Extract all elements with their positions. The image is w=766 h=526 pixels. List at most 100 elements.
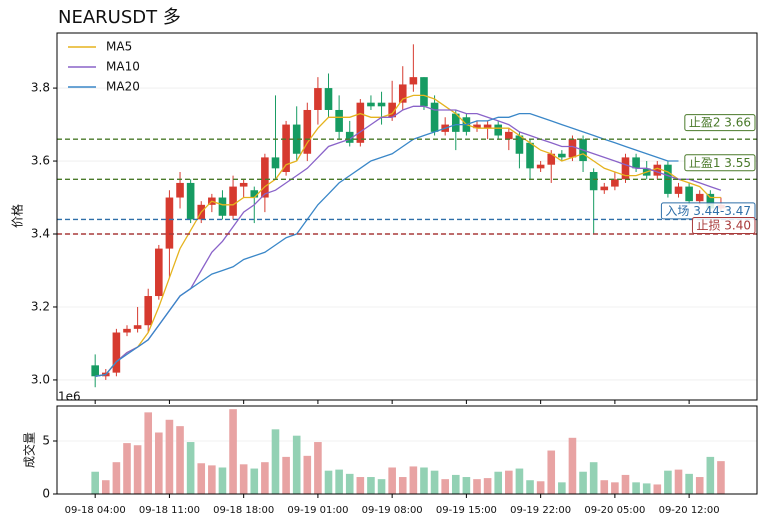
level-label: 止损 3.40	[696, 219, 751, 233]
volume-bar	[430, 470, 439, 494]
volume-bar	[208, 465, 216, 494]
volume-bar	[367, 477, 375, 494]
candle-body	[292, 124, 301, 154]
volume-bar	[664, 470, 672, 494]
volume-bar	[388, 467, 396, 494]
x-tick-label: 09-20 05:00	[584, 505, 645, 516]
volume-bar	[398, 477, 407, 494]
volume-bar	[717, 461, 725, 494]
y-tick-label: 3.4	[31, 227, 50, 241]
chart-title: NEARUSDT 多	[58, 7, 181, 28]
candle-body	[674, 186, 683, 194]
volume-bar	[558, 482, 566, 494]
candle-body	[218, 197, 227, 216]
legend-label: MA10	[106, 60, 140, 74]
ma-line	[95, 112, 679, 377]
volume-bar	[695, 477, 704, 494]
volume-bar	[250, 468, 259, 494]
volume-bar	[409, 466, 418, 494]
volume-bar	[335, 469, 343, 494]
candle-body	[335, 109, 343, 132]
volume-bar	[706, 456, 715, 494]
volume-bar	[133, 445, 142, 494]
volume-bar	[621, 474, 630, 494]
candle-body	[483, 124, 492, 129]
candle-body	[144, 296, 153, 326]
legend-label: MA5	[106, 40, 132, 54]
candle-body	[165, 197, 174, 249]
candle-body	[345, 131, 354, 143]
candle-body	[473, 124, 481, 129]
candle-body	[388, 102, 396, 118]
volume-bar	[176, 426, 184, 494]
volume-bar	[271, 429, 280, 494]
volume-bar	[568, 437, 577, 494]
candle-body	[653, 164, 662, 176]
volume-bar	[642, 483, 651, 494]
candle-body	[314, 88, 322, 110]
candle-body	[515, 135, 524, 154]
level-label-box	[684, 154, 756, 172]
candle-body	[685, 186, 693, 202]
volume-bar	[303, 455, 312, 494]
volume-bar	[483, 478, 492, 494]
candle-body	[271, 157, 280, 169]
volume-bar	[515, 468, 524, 494]
volume-bar	[186, 442, 195, 494]
volume-bar	[473, 479, 481, 494]
x-tick-label: 09-18 04:00	[65, 505, 126, 516]
candle-body	[398, 84, 407, 103]
volume-bar	[144, 412, 153, 494]
candle-body	[611, 179, 619, 187]
volume-bar	[218, 467, 227, 494]
level-label: 止盈2 3.66	[689, 116, 751, 130]
volume-bar	[505, 470, 513, 494]
volume-bar	[261, 462, 269, 494]
volume-bar	[589, 462, 598, 494]
volume-bar	[611, 482, 619, 494]
y-tick-label: 0	[42, 487, 50, 501]
ma-line	[95, 105, 722, 377]
offset-text: 1e6	[58, 390, 81, 404]
x-tick-label: 09-19 08:00	[362, 505, 423, 516]
candle-body	[261, 157, 269, 198]
volume-bar	[494, 471, 503, 494]
candle-body	[91, 365, 99, 377]
y-tick-label: 3.8	[31, 81, 50, 95]
candle-body	[621, 157, 630, 180]
candle-body	[123, 328, 131, 333]
volume-bar	[451, 474, 460, 494]
candle-body	[377, 102, 386, 107]
candle-body	[706, 193, 715, 209]
x-tick-label: 09-19 01:00	[287, 505, 348, 516]
volume-bar	[324, 470, 333, 494]
x-tick-label: 09-20 12:00	[659, 505, 720, 516]
volume-bar	[229, 409, 237, 494]
level-label-box	[691, 217, 756, 235]
volume-bar	[462, 477, 471, 494]
candle-body	[494, 124, 503, 136]
candle-body	[695, 193, 704, 202]
candle-body	[505, 131, 513, 140]
legend-label: MA20	[106, 80, 140, 94]
volume-axis-label: 成交量	[22, 432, 37, 468]
volume-bar	[685, 473, 693, 494]
x-tick-label: 09-19 22:00	[510, 505, 571, 516]
y-tick-label: 3.2	[31, 299, 50, 313]
level-label: 入场 3.44-3.47	[665, 204, 751, 218]
volume-bar	[282, 456, 290, 494]
candle-body	[250, 190, 259, 198]
volume-bar	[536, 481, 545, 494]
y-tick-label: 3.0	[31, 372, 50, 386]
y-axis-label: 价格	[10, 204, 25, 228]
candle-body	[303, 109, 312, 154]
candle-body	[600, 186, 609, 191]
candle-body	[526, 142, 534, 169]
candle-body	[409, 77, 418, 85]
volume-bar	[165, 419, 174, 494]
volume-bar	[292, 435, 301, 494]
volume-bar	[91, 471, 99, 494]
candle-body	[282, 124, 290, 172]
candle-body	[112, 332, 121, 373]
